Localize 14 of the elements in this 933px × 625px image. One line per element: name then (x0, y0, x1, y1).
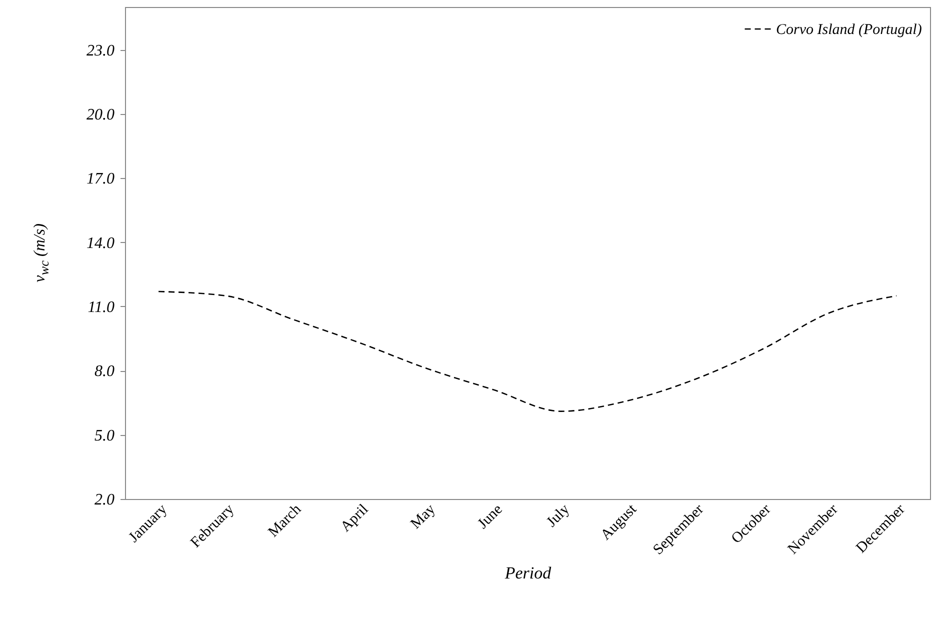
x-tick-label: June (475, 501, 506, 532)
y-tick-label: 17.0 (86, 170, 114, 188)
line-series (158, 290, 898, 412)
x-axis-title: Period (504, 563, 552, 582)
legend-label: Corvo Island (Portugal) (776, 22, 922, 38)
y-tick-label: 20.0 (86, 106, 114, 124)
x-tick-label: May (408, 501, 440, 532)
x-tick-label: July (544, 501, 574, 530)
y-tick-label: 5.0 (94, 427, 114, 444)
y-tick-label: 2.0 (94, 492, 114, 508)
y-tick-label: 8.0 (94, 363, 114, 380)
y-tick-label: 11.0 (88, 298, 114, 316)
y-tick-label: 14.0 (86, 234, 114, 252)
y-tick-label: 23.0 (86, 42, 114, 60)
